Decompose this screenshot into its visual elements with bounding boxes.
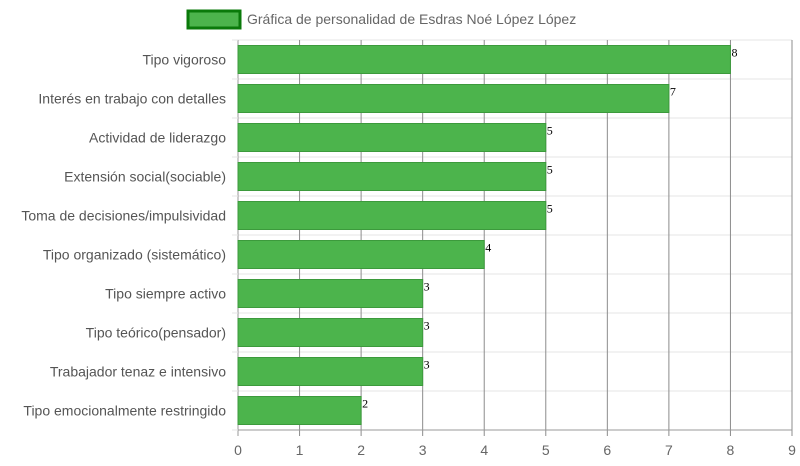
x-tick-label: 9	[788, 442, 796, 458]
bar[interactable]	[237, 162, 547, 191]
bar[interactable]	[237, 357, 424, 386]
bar[interactable]	[237, 240, 485, 269]
x-tick-label: 8	[727, 442, 735, 458]
category-label: Toma de decisiones/impulsividad	[21, 208, 226, 224]
x-tick-label: 4	[480, 442, 488, 458]
x-tick-label: 1	[296, 442, 304, 458]
category-label: Interés en trabajo con detalles	[38, 91, 226, 107]
data-label: 5	[547, 163, 553, 177]
bar[interactable]	[237, 279, 424, 308]
x-tick-label: 7	[665, 442, 673, 458]
x-tick-label: 3	[419, 442, 427, 458]
category-label: Tipo organizado (sistemático)	[43, 247, 226, 263]
data-label: 5	[547, 202, 553, 216]
data-label: 3	[424, 358, 430, 372]
bar[interactable]	[237, 123, 547, 152]
data-label: 3	[424, 319, 430, 333]
value-axis: 0 1 2 3 4 5 6 7 8 9	[234, 442, 796, 458]
bar[interactable]	[237, 318, 424, 347]
x-tick-label: 2	[357, 442, 365, 458]
bar[interactable]	[237, 396, 362, 425]
legend-label: Gráfica de personalidad de Esdras Noé Ló…	[247, 11, 576, 27]
bar[interactable]	[237, 201, 547, 230]
data-label: 8	[731, 46, 737, 60]
category-label: Tipo vigoroso	[142, 52, 226, 68]
legend-swatch	[186, 9, 242, 30]
category-label: Tipo emocionalmente restringido	[23, 403, 226, 419]
category-label: Extensión social(sociable)	[64, 169, 226, 185]
x-tick-label: 5	[542, 442, 550, 458]
data-label: 2	[362, 397, 368, 411]
legend[interactable]: Gráfica de personalidad de Esdras Noé Ló…	[186, 9, 576, 30]
category-label: Trabajador tenaz e intensivo	[50, 364, 226, 380]
category-label: Tipo teórico(pensador)	[86, 325, 226, 341]
x-tick-label: 6	[603, 442, 611, 458]
bar[interactable]	[237, 45, 731, 74]
x-tick-label: 0	[234, 442, 242, 458]
category-label: Actividad de liderazgo	[89, 130, 226, 146]
bar[interactable]	[237, 84, 670, 113]
data-label: 5	[547, 124, 553, 138]
data-label: 7	[670, 85, 676, 99]
category-axis: Tipo vigoroso Interés en trabajo con deta…	[21, 52, 226, 419]
bars: 8 7 5 5 5 4 3 3 3 2	[237, 45, 737, 425]
data-label: 3	[424, 280, 430, 294]
category-label: Tipo siempre activo	[105, 286, 226, 302]
data-label: 4	[485, 241, 491, 255]
